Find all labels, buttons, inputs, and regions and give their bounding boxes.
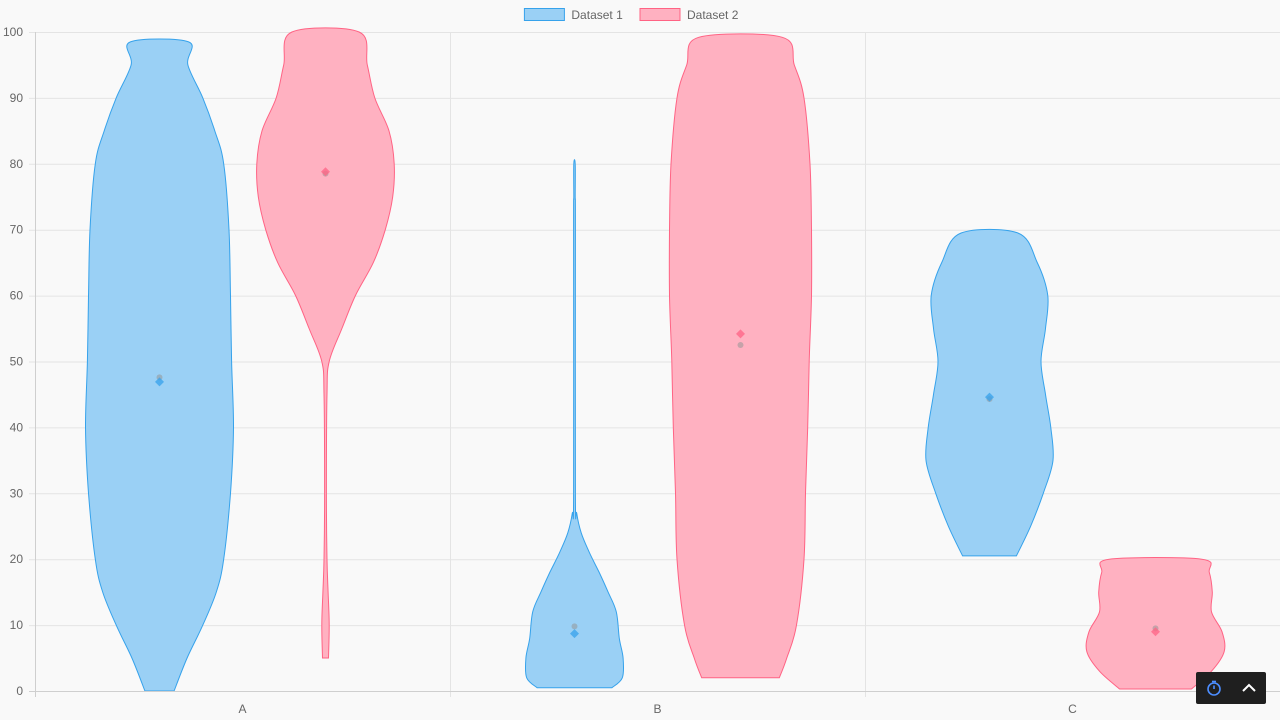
x-tick-label: B <box>653 702 661 716</box>
y-tick-label: 20 <box>10 552 24 566</box>
y-tick-label: 10 <box>10 618 24 632</box>
violin-B-series-2[interactable] <box>668 33 813 679</box>
violin-B-series-1[interactable] <box>524 159 625 689</box>
y-tick-label: 80 <box>10 157 24 171</box>
mean-marker <box>736 329 745 339</box>
violin-plots <box>84 27 1226 692</box>
stopwatch-icon <box>1206 680 1221 696</box>
violin-C-series-2[interactable] <box>1085 557 1226 690</box>
mean-marker <box>985 392 994 402</box>
legend-label[interactable]: Dataset 1 <box>571 8 623 22</box>
x-tick-label: C <box>1068 702 1077 716</box>
stopwatch-button[interactable] <box>1200 674 1228 702</box>
median-marker <box>571 623 578 630</box>
y-tick-label: 70 <box>10 223 24 237</box>
axes: 0 10 20 30 40 50 60 70 80 90 100 A B C <box>3 25 1280 716</box>
legend-swatch[interactable] <box>639 8 681 21</box>
x-tick-label: A <box>238 702 246 716</box>
y-tick-label: 30 <box>10 486 24 500</box>
scroll-top-button[interactable] <box>1235 674 1263 702</box>
chevron-up-icon <box>1241 683 1256 692</box>
y-tick-label: 0 <box>16 684 23 698</box>
mean-marker <box>1151 627 1160 637</box>
y-tick-label: 50 <box>10 355 24 369</box>
y-tick-label: 40 <box>10 420 24 434</box>
median-marker <box>156 374 163 381</box>
y-tick-label: 60 <box>10 289 24 303</box>
mean-marker <box>155 377 164 387</box>
violin-A-series-1[interactable] <box>84 38 235 692</box>
y-tick-label: 100 <box>3 25 23 39</box>
mean-marker <box>321 167 330 177</box>
legend[interactable]: Dataset 1 Dataset 2 <box>523 8 739 22</box>
mean-marker <box>570 629 579 639</box>
median-marker <box>737 342 744 349</box>
y-tick-label: 90 <box>10 91 24 105</box>
chart-toolbar <box>1196 672 1266 704</box>
legend-swatch[interactable] <box>523 8 565 21</box>
legend-label[interactable]: Dataset 2 <box>687 8 739 22</box>
violin-A-series-2[interactable] <box>256 27 395 659</box>
